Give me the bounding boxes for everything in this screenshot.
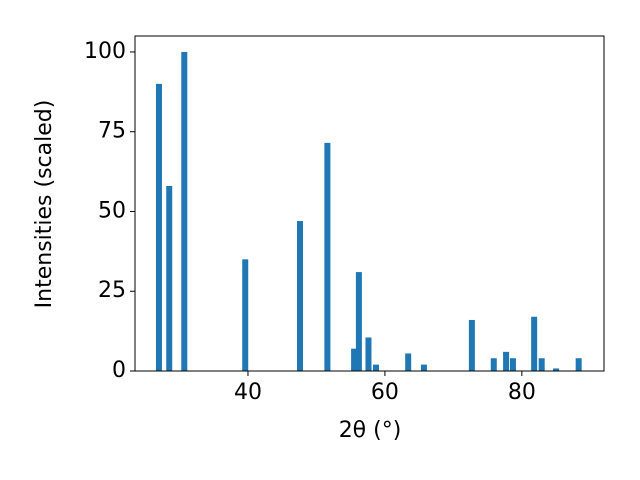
bar [503,351,510,371]
bar [553,368,560,371]
bar [490,358,497,371]
bar [531,316,538,371]
x-tick-label: 60 [371,380,399,405]
y-tick-label: 25 [98,278,126,303]
bar [351,348,358,371]
y-tick-label: 0 [112,358,126,383]
bar [297,221,304,371]
bar [181,51,188,371]
bar [468,319,475,371]
bar [405,353,412,371]
y-tick-label: 100 [84,39,126,64]
bar [420,364,427,371]
bar [373,364,380,371]
x-tick-label: 40 [234,380,262,405]
bar [575,358,582,371]
bar [155,83,162,371]
bar [538,358,545,371]
bar [365,337,372,371]
bar [242,259,249,371]
plot-frame [134,35,605,372]
y-tick-label: 50 [98,198,126,223]
bar [166,185,173,371]
x-axis-label: 2θ (°) [339,418,402,443]
bar [509,358,516,371]
y-axis-label: Intensities (scaled) [32,100,57,309]
y-tick-label: 75 [98,119,126,144]
bar [324,142,331,371]
x-tick-label: 80 [508,380,536,405]
bar [355,272,362,371]
